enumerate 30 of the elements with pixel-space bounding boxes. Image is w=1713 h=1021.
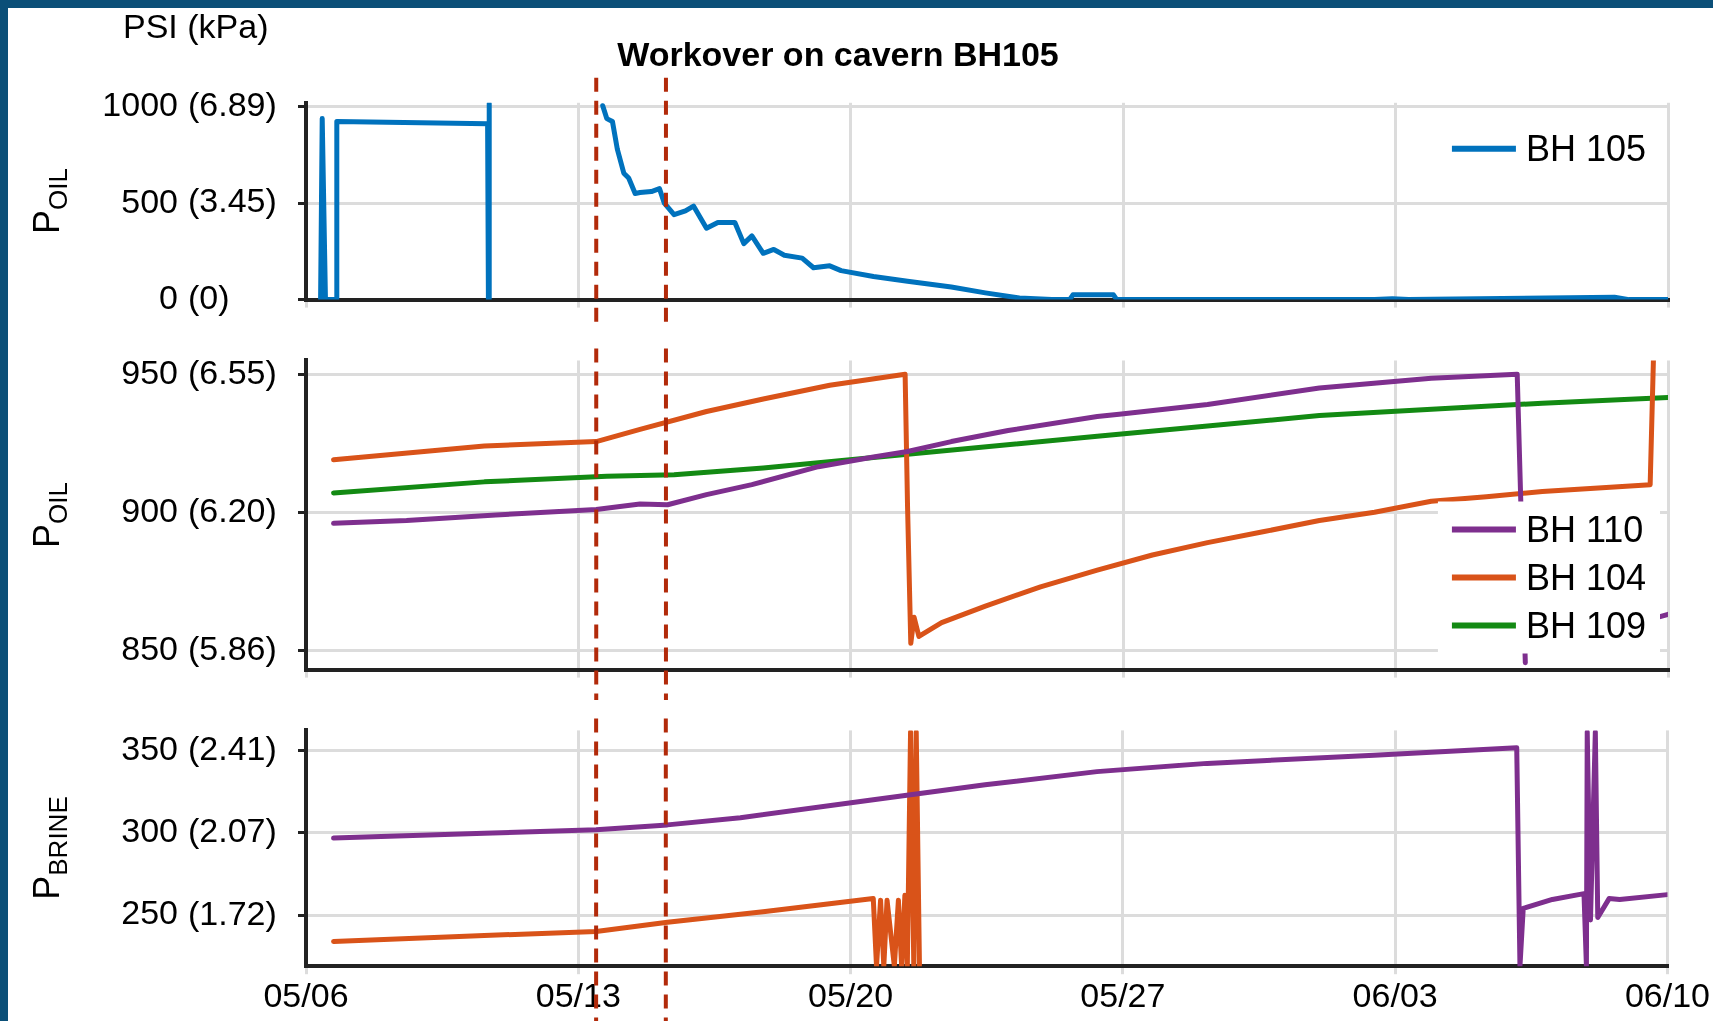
y2-tick-label: (6.20): [188, 490, 277, 529]
x-tick-label: 06/10: [1624, 975, 1711, 1014]
y2-tick-label: (3.45): [188, 181, 277, 220]
text: PSI (kPa): [123, 7, 269, 46]
y-tick-label: 0: [159, 277, 178, 316]
y-tick-label: 300: [121, 811, 178, 850]
y2-tick-label: (2.07): [188, 810, 277, 849]
chart-title: Workover on cavern BH105: [617, 34, 1059, 73]
y-tick-label: 850: [121, 628, 178, 667]
x-tick-label: 05/13: [535, 975, 621, 1014]
x-tick-label: 06/03: [1352, 975, 1438, 1014]
y2-tick-label: (0): [188, 277, 230, 316]
y2-tick-label: (6.55): [188, 352, 277, 391]
y-tick-label: 900: [121, 490, 178, 529]
y-tick-label: 350: [121, 728, 178, 767]
y-tick-label: 500: [121, 181, 178, 220]
y2-tick-label: (5.86): [188, 628, 277, 667]
x-tick-label: 05/06: [263, 975, 349, 1014]
y2-tick-label: (1.72): [188, 894, 277, 933]
y-tick-label: 250: [121, 893, 178, 932]
x-tick-label: 05/27: [1080, 975, 1166, 1014]
y2-tick-label: (2.41): [188, 729, 277, 768]
y2-tick-label: (6.89): [188, 85, 277, 124]
legend-label: BH 105: [1525, 127, 1646, 169]
y-tick-label: 950: [121, 352, 178, 391]
y-tick-label: 1000: [102, 85, 178, 124]
x-tick-label: 05/20: [808, 975, 894, 1014]
legend-label: BH 109: [1525, 604, 1646, 646]
legend-label: BH 104: [1525, 556, 1646, 598]
legend-label: BH 110: [1525, 508, 1644, 550]
